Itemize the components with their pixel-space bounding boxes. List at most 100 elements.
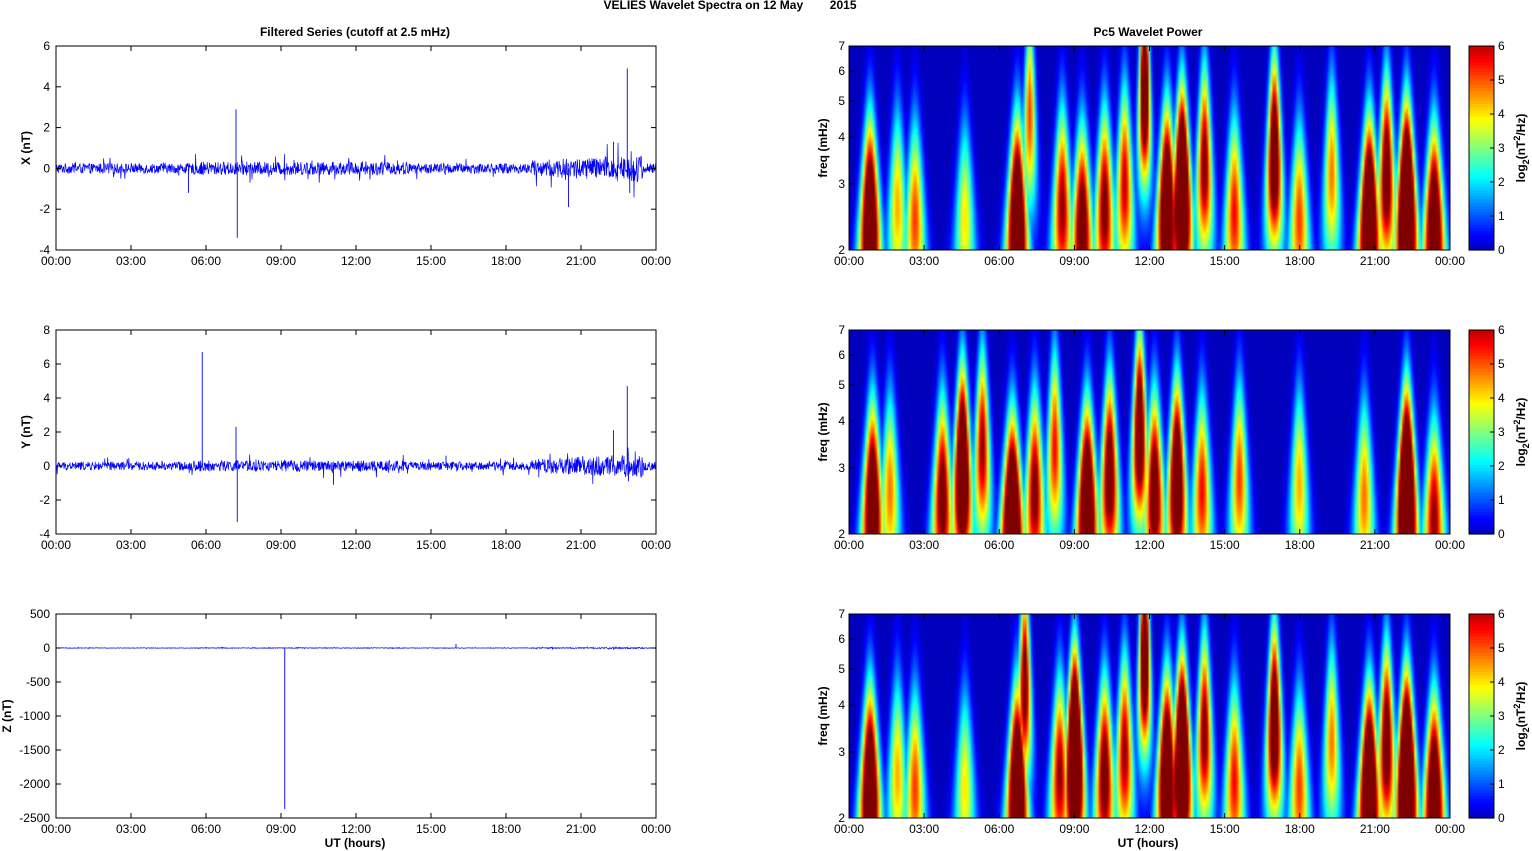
- series-y-ytick-label: 6: [43, 357, 50, 371]
- spectrum-3-colorbar-segment: [1469, 814, 1494, 819]
- spectrum-1-colorbar-segment: [1469, 132, 1494, 136]
- spectrum-3-colorbar-segment: [1469, 629, 1494, 634]
- series-y-xtick-label: 03:00: [116, 538, 146, 552]
- spectrum-2-xtick-label: 18:00: [1285, 538, 1315, 552]
- spectrum-2-xtick-label: 21:00: [1360, 538, 1390, 552]
- spectrum-2-colorbar-segment: [1469, 447, 1494, 452]
- series-z-xtick-label: 06:00: [191, 822, 221, 836]
- spectrum-1-colorbar-segment: [1469, 84, 1494, 89]
- spectrum-1-xtick-label: 00:00: [834, 254, 864, 268]
- spectrum-3-ytick-label: 3: [838, 745, 845, 759]
- spectrum-3-colorbar-segment: [1469, 693, 1494, 698]
- spectrum-3-colorbar-segment: [1469, 665, 1494, 669]
- spectrum-1-colorbar-segment: [1469, 100, 1494, 104]
- series-y-ytick-label: -2: [39, 493, 50, 507]
- spectrum-1-colorbar-segment: [1469, 230, 1494, 235]
- series-y-xtick-label: 21:00: [566, 538, 596, 552]
- spectrum-3-colorbar-segment: [1469, 655, 1494, 660]
- series-z-ytick-label: -1000: [19, 709, 50, 723]
- series-x-xtick-label: 03:00: [116, 254, 146, 268]
- spectrum-1-colorbar-segment: [1469, 58, 1494, 63]
- left-column-title: Filtered Series (cutoff at 2.5 mHz): [260, 25, 450, 39]
- spectrum-3-ytick-label: 4: [838, 698, 845, 712]
- spectrum-1-colorbar-segment: [1469, 61, 1494, 66]
- spectrum-1-xtick-label: 18:00: [1285, 254, 1315, 268]
- spectrum-2-colorbar-segment: [1469, 406, 1494, 411]
- spectrum-1-colorbar-segment: [1469, 119, 1494, 124]
- spectrum-3-colorbar-segment: [1469, 614, 1494, 618]
- spectrum-3-colorbar-segment: [1469, 652, 1494, 657]
- spectrum-3-colorbar-segment: [1469, 639, 1494, 644]
- spectrum-3-colorbar-segment: [1469, 633, 1494, 637]
- spectrum-2-ytick-label: 2: [838, 527, 845, 541]
- spectrum-1-colorbar-segment: [1469, 205, 1494, 210]
- spectrum-2-colorbar-segment: [1469, 479, 1494, 484]
- spectrum-3-ytick-label: 5: [838, 662, 845, 676]
- spectrum-2-ytick-label: 4: [838, 414, 845, 428]
- spectrum-3-colorbar-segment: [1469, 773, 1494, 778]
- spectrum-2-colorbar-segment: [1469, 393, 1494, 398]
- spectrum-1-colorbar-segment: [1469, 97, 1494, 101]
- spectrum-3-colorbar-segment: [1469, 642, 1494, 647]
- spectrum-1-xtick-label: 06:00: [984, 254, 1014, 268]
- spectrum-1-colorbar-segment: [1469, 46, 1494, 50]
- spectrum-1-colorbar-segment: [1469, 90, 1494, 95]
- series-z-ytick-label: -500: [26, 675, 50, 689]
- spectrum-1-ytick-label: 6: [838, 64, 845, 78]
- spectrum-1-xtick-label: 00:00: [1435, 254, 1465, 268]
- spectrum-3-colorbar-segment: [1469, 754, 1494, 759]
- spectrum-1-xtick-label: 09:00: [1059, 254, 1089, 268]
- spectrum-2-colorbar-segment: [1469, 492, 1494, 497]
- spectrum-2-colorbar-segment: [1469, 377, 1494, 382]
- series-y-xtick-label: 00:00: [641, 538, 671, 552]
- spectrum-3-colorbar-segment: [1469, 617, 1494, 621]
- series-x-xtick-label: 09:00: [266, 254, 296, 268]
- series-z-axes-box: [55, 613, 657, 819]
- spectrum-3-colorbar-label: 5: [1498, 641, 1505, 655]
- spectrum-3-ylabel: freq (mHz): [816, 686, 830, 745]
- series-y-ytick-label: 0: [43, 459, 50, 473]
- series-z-xtick-label: 09:00: [266, 822, 296, 836]
- spectrum-2-colorbar-segment: [1469, 511, 1494, 516]
- spectrum-2-colorbar-segment: [1469, 416, 1494, 420]
- spectrum-2-colorbar-segment: [1469, 524, 1494, 529]
- series-z-xtick-label: 00:00: [641, 822, 671, 836]
- spectrum-2-colorbar-segment: [1469, 483, 1494, 487]
- spectrum-2-colorbar-segment: [1469, 527, 1494, 532]
- series-x-xtick-label: 00:00: [641, 254, 671, 268]
- spectrum-1-colorbar-segment: [1469, 93, 1494, 98]
- series-z-ytick-label: 0: [43, 641, 50, 655]
- spectrum-3-colorbar-title: log2(nT2/Hz): [1512, 682, 1531, 751]
- series-z-xtick-label: 03:00: [116, 822, 146, 836]
- spectrum-2-colorbar-label: 2: [1498, 459, 1505, 473]
- spectrum-3-colorbar-label: 2: [1498, 743, 1505, 757]
- spectrum-2-colorbar-segment: [1469, 518, 1494, 522]
- spectrum-2-colorbar-segment: [1469, 358, 1494, 363]
- spectrum-2-xtick-label: 09:00: [1059, 538, 1089, 552]
- series-x-xtick-label: 18:00: [491, 254, 521, 268]
- spectrum-1-colorbar-segment: [1469, 202, 1494, 206]
- series-x-xtick-label: 06:00: [191, 254, 221, 268]
- spectrum-2-colorbar-segment: [1469, 403, 1494, 408]
- series-y-xtick-label: 18:00: [491, 538, 521, 552]
- spectrum-1-colorbar-segment: [1469, 176, 1494, 181]
- spectrum-2-colorbar-label: 6: [1498, 323, 1505, 337]
- spectrum-3-colorbar-segment: [1469, 808, 1494, 813]
- spectrum-2-colorbar-segment: [1469, 396, 1494, 401]
- spectrum-2-colorbar-title: log2(nT2/Hz): [1512, 398, 1531, 467]
- spectrum-3-colorbar-segment: [1469, 789, 1494, 794]
- spectrum-2-colorbar-segment: [1469, 330, 1494, 334]
- spectrum-3-colorbar-label: 0: [1498, 811, 1505, 825]
- spectrum-2-ytick-label: 3: [838, 461, 845, 475]
- series-z-xtick-label: 18:00: [491, 822, 521, 836]
- spectrum-1-colorbar-segment: [1469, 179, 1494, 184]
- spectrum-2-colorbar-segment: [1469, 521, 1494, 526]
- spectrum-3-colorbar-label: 6: [1498, 607, 1505, 621]
- spectrum-3-colorbar-label: 4: [1498, 675, 1505, 689]
- spectrum-2-xtick-label: 03:00: [909, 538, 939, 552]
- spectrum-3-colorbar-segment: [1469, 671, 1494, 676]
- spectrum-3-colorbar-segment: [1469, 623, 1494, 628]
- spectrum-1-xtick-label: 15:00: [1210, 254, 1240, 268]
- spectrum-1-colorbar-segment: [1469, 199, 1494, 203]
- spectrum-3-colorbar-segment: [1469, 661, 1494, 666]
